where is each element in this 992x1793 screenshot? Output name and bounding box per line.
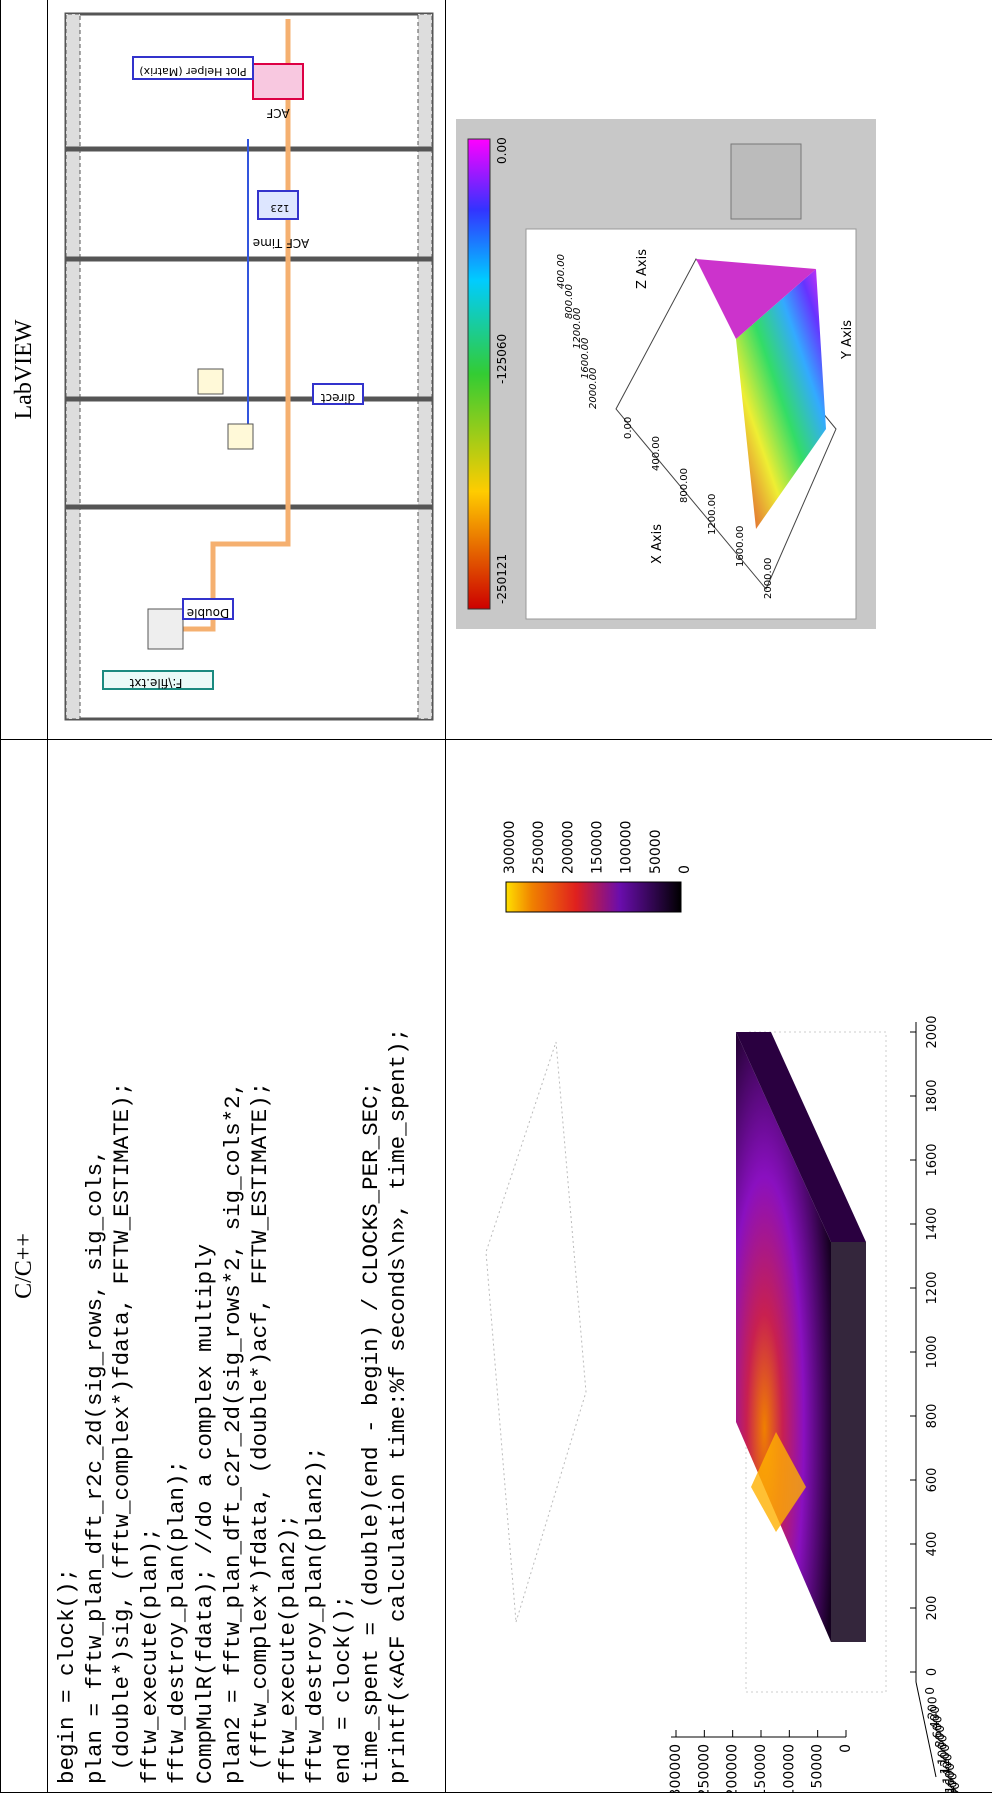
- y-tick-label: 200: [926, 1697, 940, 1720]
- z-tick-label: 800.00: [564, 284, 575, 319]
- indicator-value: 123: [270, 202, 289, 213]
- code-line: fftw_execute(plan);: [137, 740, 165, 1784]
- code-line: (double*)sig, (fftw_complex*)fdata, FFTW…: [109, 740, 137, 1784]
- colorbar-label: 200000: [560, 821, 576, 874]
- axis-label: Z Axis: [635, 249, 650, 289]
- block-diagram: F:\file.txt Double direct 123 ACF Time A…: [48, 1, 440, 739]
- graph-label: ACF: [266, 106, 289, 120]
- x-tick-label: 800.00: [679, 468, 690, 503]
- labview-surface: -250121 -125060 0.00 2000.00 1600.00 1200.00 8…: [446, 1, 992, 739]
- file-constant: F:\file.txt: [129, 676, 182, 690]
- colorbar-label: -125060: [495, 334, 509, 384]
- code-line: time_spent = (double)(end - begin) / CLO…: [358, 740, 386, 1784]
- code-line: fftw_execute(plan2);: [275, 740, 303, 1784]
- x-tick-label: 400: [925, 1532, 940, 1557]
- indicator-label: ACF Time: [253, 236, 309, 250]
- colorbar-label: 250000: [531, 821, 547, 874]
- code-line: fftw_destroy_plan(plan);: [164, 740, 192, 1784]
- x-tick-label: 400.00: [651, 436, 662, 471]
- mode-label: direct: [321, 391, 356, 405]
- code-cell: begin = clock();plan = fftw_plan_dft_r2c…: [48, 740, 446, 1793]
- code-line: printf(«ACF calculation time:%f seconds\…: [385, 740, 413, 1784]
- z-tick-label: 300000: [668, 1744, 684, 1792]
- z-tick-label: 100000: [781, 1744, 797, 1792]
- code-line: plan = fftw_plan_dft_r2c_2d(sig_rows, si…: [82, 740, 110, 1784]
- page: {"table":{"headers":["C/C++","LabVIEW"],…: [0, 0, 992, 1793]
- column-header: LabVIEW: [1, 0, 48, 740]
- z-tick-label: 50000: [810, 1744, 826, 1789]
- z-tick-label: 0: [838, 1744, 854, 1753]
- axis-label: Y Axis: [840, 320, 855, 360]
- colorbar-label: 150000: [590, 821, 606, 874]
- axis-label: X Axis: [650, 524, 665, 564]
- code-line: end = clock();: [330, 740, 358, 1784]
- plot-cell: -250121 -125060 0.00 2000.00 1600.00 1200.00 8…: [446, 0, 992, 740]
- column-header: C/C++: [1, 740, 48, 1793]
- z-tick-label: 150000: [753, 1744, 769, 1792]
- code-line: plan2 = fftw_plan_dft_c2r_2d(sig_rows*2,…: [220, 740, 248, 1784]
- x-tick-label: 200: [925, 1596, 940, 1621]
- code-line: fftw_destroy_plan(plan2);: [302, 740, 330, 1784]
- code-line: begin = clock();: [54, 740, 82, 1784]
- x-tick-label: 1800: [925, 1079, 940, 1112]
- x-tick-label: 1000: [925, 1335, 940, 1368]
- rotated-table: C/C++ LabVIEW begin = clock();plan = fft…: [0, 0, 992, 1793]
- x-tick-label: 0.00: [623, 417, 634, 439]
- x-tick-label: 800: [925, 1404, 940, 1429]
- code-block: begin = clock();plan = fftw_plan_dft_r2c…: [48, 740, 413, 1792]
- x-tick-label: 1200: [925, 1271, 940, 1304]
- x-tick-label: 2000: [925, 1015, 940, 1048]
- x-tick-label: 2000.00: [763, 558, 774, 599]
- type-label: Double: [187, 606, 230, 620]
- x-tick-label: 600: [925, 1468, 940, 1493]
- helper-label: Plot Helper (Matrix): [139, 65, 246, 78]
- x-tick-label: 1400: [925, 1207, 940, 1240]
- z-tick-label: 400.00: [556, 254, 567, 289]
- colorbar-label: 0.00: [495, 137, 509, 164]
- x-tick-label: 1600: [925, 1143, 940, 1176]
- z-tick-label: 250000: [696, 1744, 712, 1792]
- x-tick-label: 0: [925, 1668, 940, 1676]
- x-tick-label: 1600.00: [735, 526, 746, 567]
- code-line: (fftw_complex*)fdata, (double*)acf, FFTW…: [247, 740, 275, 1784]
- colorbar-label: 50000: [648, 829, 664, 874]
- x-tick-label: 1200.00: [707, 494, 718, 535]
- colorbar-label: -250121: [495, 554, 509, 604]
- comparison-table: C/C++ LabVIEW begin = clock();plan = fft…: [0, 0, 992, 1793]
- colorbar-label: 100000: [619, 821, 635, 874]
- colorbar-label: 300000: [502, 821, 518, 874]
- diagram-cell: F:\file.txt Double direct 123 ACF Time A…: [48, 0, 446, 740]
- y-tick-label: 0: [923, 1687, 937, 1695]
- z-tick-label: 200000: [725, 1744, 741, 1792]
- code-line: CompMulR(fdata); //do a complex multiply: [192, 740, 220, 1784]
- colorbar-label: 0: [677, 865, 693, 874]
